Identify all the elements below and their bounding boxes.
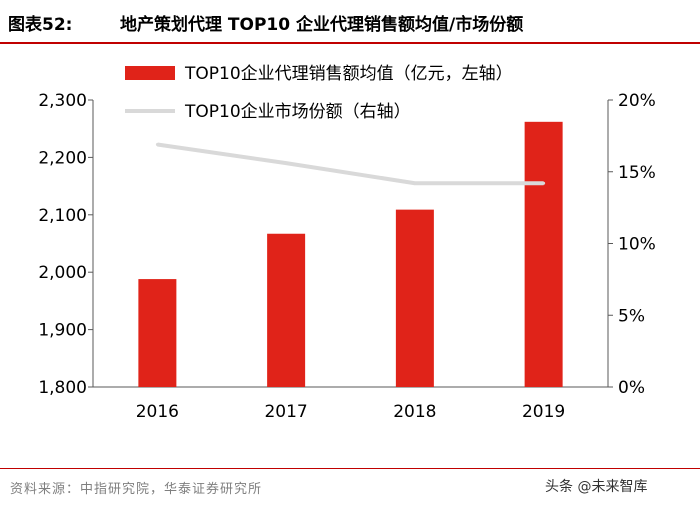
right-tick-label: 15% — [618, 163, 656, 183]
x-tick-label: 2019 — [522, 402, 565, 422]
bar-2019 — [524, 121, 563, 387]
market-share-point-2016 — [155, 142, 159, 146]
left-tick-label: 2,300 — [38, 91, 87, 111]
footer-rule — [0, 468, 700, 469]
bar-2018 — [395, 209, 434, 387]
left-tick-label: 2,200 — [38, 148, 87, 168]
right-tick-label: 20% — [618, 91, 656, 111]
market-share-point-2018 — [413, 181, 417, 185]
right-tick-label: 0% — [618, 378, 645, 398]
market-share-point-2017 — [284, 161, 288, 165]
left-tick-label: 1,900 — [38, 321, 87, 341]
right-tick-label: 5% — [618, 306, 645, 326]
x-tick-label: 2017 — [264, 402, 307, 422]
figure-label: 图表52: — [8, 15, 73, 35]
legend-line-label: TOP10企业市场份额（右轴） — [184, 102, 411, 122]
watermark: 头条 @未来智库 — [545, 476, 647, 496]
source-note: 资料来源：中指研究院，华泰证券研究所 — [10, 482, 263, 497]
bar-2016 — [138, 279, 177, 387]
figure-header: 图表52: 地产策划代理 TOP10 企业代理销售额均值/市场份额 — [0, 0, 700, 44]
legend-bar-label: TOP10企业代理销售额均值（亿元，左轴） — [184, 64, 513, 84]
market-share-point-2019 — [542, 181, 546, 185]
header-rule — [0, 42, 700, 44]
bar-2017 — [267, 233, 306, 387]
x-tick-label: 2018 — [393, 402, 436, 422]
x-tick-label: 2016 — [136, 402, 179, 422]
chart-area: 1,800 1,900 2,000 2,100 2,200 2,300 0% 5% 10% 15%… — [38, 64, 656, 422]
market-share-line — [157, 142, 544, 186]
left-tick-label: 1,800 — [38, 378, 87, 398]
left-tick-label: 2,100 — [38, 206, 87, 226]
left-tick-label: 2,000 — [38, 263, 87, 283]
figure-title: 地产策划代理 TOP10 企业代理销售额均值/市场份额 — [120, 15, 524, 35]
legend-bar-swatch — [125, 66, 175, 80]
watermark-text: 头条 @未来智库 — [545, 479, 648, 495]
right-tick-label: 10% — [618, 235, 656, 255]
